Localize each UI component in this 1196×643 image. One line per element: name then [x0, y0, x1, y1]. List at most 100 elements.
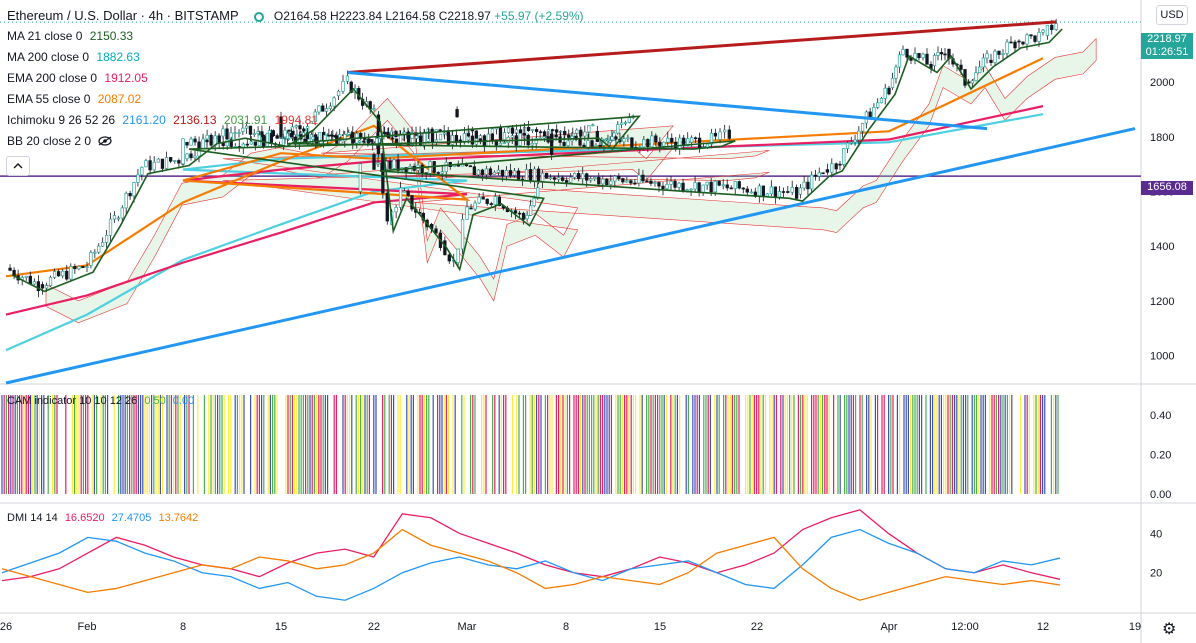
candle-body [469, 207, 473, 210]
candle-body [606, 139, 610, 142]
candle-body [905, 48, 909, 58]
legend-label: MA 21 close 0 [7, 29, 83, 43]
candle-body [225, 139, 229, 147]
candle-body [388, 160, 392, 169]
candle-body [85, 266, 89, 268]
candle-body [156, 158, 160, 163]
candle-body [390, 137, 395, 140]
cam-tick-label: 0.20 [1150, 449, 1171, 461]
legend-ma21[interactable]: MA 21 close 0 2150.33 [7, 29, 137, 43]
legend-value: 1882.63 [96, 50, 140, 64]
candle-body [757, 185, 761, 197]
candle-body [294, 125, 298, 128]
candle-body [440, 171, 444, 174]
candle-body [749, 191, 753, 194]
candle-body [339, 140, 343, 145]
legend-ema55[interactable]: EMA 55 close 0 2087.02 [7, 92, 145, 106]
candle-body [69, 266, 73, 280]
candle-body [781, 191, 786, 193]
dmi-legend-v2: 27.4705 [111, 512, 152, 524]
candle-body [430, 132, 435, 143]
candle-body [1041, 29, 1045, 33]
candle-body [248, 125, 253, 135]
candle-body [48, 277, 53, 286]
time-tick-label: 8 [180, 621, 186, 633]
candle-body [872, 106, 876, 118]
candle-body [324, 108, 329, 112]
legend-label: MA 200 close 0 [7, 50, 90, 64]
candle-body [201, 138, 205, 149]
currency-button[interactable]: USD [1156, 5, 1188, 25]
candle-body [673, 180, 677, 188]
symbol-title[interactable]: Ethereum / U.S. Dollar · 4h · BITSTAMP [7, 8, 239, 23]
current-price-label: 2218.97 01:26:51 [1141, 33, 1193, 59]
candle-body [390, 130, 394, 138]
candle-body [577, 173, 581, 180]
legend-ichimoku[interactable]: Ichimoku 9 26 52 26 2161.20 2136.13 2031… [7, 113, 322, 127]
candle-body [586, 140, 590, 148]
gear-icon[interactable]: ⚙ [1162, 621, 1177, 638]
candle-body [497, 196, 501, 207]
candle-body [450, 135, 455, 145]
candle-body [989, 59, 993, 63]
candle-body [641, 174, 645, 182]
candle-body [506, 127, 511, 133]
candle-body [500, 169, 505, 177]
candle-body [32, 281, 36, 285]
candle-body [313, 111, 317, 122]
candle-body [773, 186, 778, 198]
candle-body [420, 164, 424, 174]
candle-body [444, 161, 448, 173]
candle-body [516, 170, 521, 180]
candle-body [517, 212, 522, 215]
candle-body [590, 140, 594, 147]
candle-body [456, 248, 460, 263]
legend-ma200[interactable]: MA 200 close 0 1882.63 [7, 50, 144, 64]
candle-body [604, 138, 608, 141]
time-tick-label: Feb [78, 621, 97, 633]
candle-body [396, 159, 400, 171]
candle-body [385, 192, 389, 222]
candle-body [595, 130, 599, 142]
candle-body [1005, 41, 1009, 54]
candle-body [466, 133, 471, 137]
legend-ema200[interactable]: EMA 200 close 0 1912.05 [7, 71, 152, 85]
cam-bars-group [1, 395, 1059, 494]
candle-body [489, 203, 493, 205]
high-value: H2223.84 [329, 9, 383, 23]
candle-body [209, 134, 213, 146]
dmi-tick-label: 40 [1150, 528, 1162, 540]
candle-body [921, 53, 925, 59]
candle-body [52, 271, 57, 278]
candle-body [810, 174, 814, 190]
chevron-up-icon[interactable] [6, 156, 30, 176]
candle-body [372, 154, 376, 170]
dmi-legend[interactable]: DMI 14 14 16.6520 27.4705 13.7642 [7, 511, 202, 525]
candle-body [394, 206, 398, 213]
candle-body [502, 132, 507, 141]
candle-body [1021, 41, 1025, 45]
candle-body [630, 137, 634, 148]
candle-body [101, 242, 105, 247]
cam-legend[interactable]: CAM indicator 10 10 12 26 0.50 0.00 [7, 394, 198, 408]
candle-body [806, 181, 810, 190]
candle-body [549, 133, 554, 155]
candle-body [358, 140, 362, 143]
trendline-support [5, 127, 1136, 385]
legend-bb[interactable]: BB 20 close 2 0 [7, 134, 116, 148]
candle-body [492, 171, 497, 175]
candle-body [838, 163, 842, 166]
legend-value: 2087.02 [97, 92, 142, 106]
eye-off-icon[interactable] [98, 134, 113, 148]
candle-body [24, 275, 28, 278]
candle-body [336, 90, 341, 97]
candle-body [358, 163, 363, 192]
candle-body [36, 281, 41, 292]
time-tick-label: Apr [880, 621, 897, 633]
candle-body [693, 137, 698, 140]
candle-body [521, 213, 526, 220]
candle-body [398, 187, 403, 208]
candle-body [140, 166, 144, 176]
candle-body [97, 245, 101, 253]
